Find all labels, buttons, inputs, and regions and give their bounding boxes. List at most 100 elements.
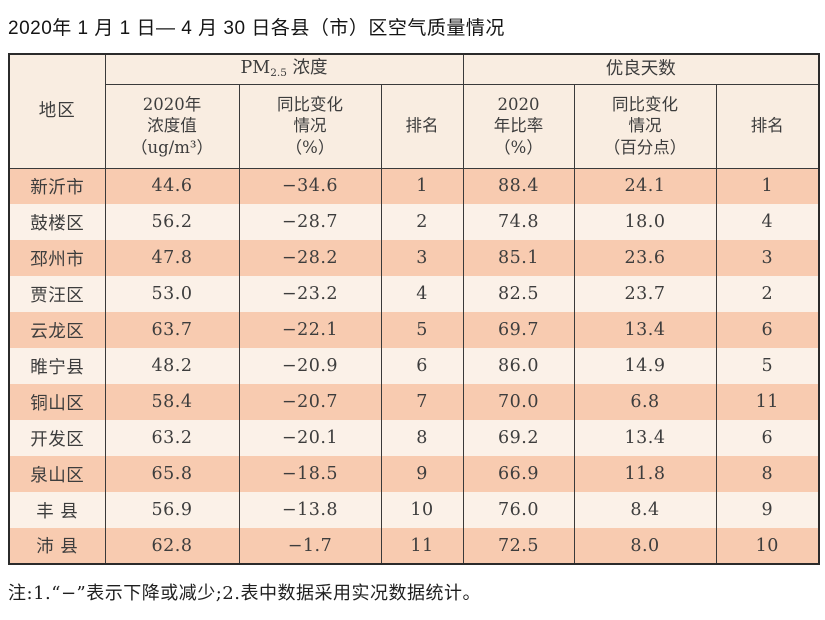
- cell-good-rank: 2: [715, 276, 820, 312]
- cell-good-change: 8.4: [573, 492, 717, 528]
- cell-pm-value: 58.4: [104, 384, 240, 420]
- cell-region: 邳州市: [8, 240, 106, 276]
- header-good-change-line1: 同比变化: [612, 94, 679, 114]
- cell-good-ratio: 85.1: [462, 240, 575, 276]
- cell-pm-value: 53.0: [104, 276, 240, 312]
- table-row: 贾汪区 53.0 −23.2 4 82.5 23.7 2: [8, 276, 820, 312]
- header-good-change-line2: 情况: [628, 116, 662, 136]
- cell-good-ratio: 66.9: [462, 456, 575, 492]
- cell-pm-rank: 3: [380, 240, 464, 276]
- table-row: 泉山区 65.8 −18.5 9 66.9 11.8 8: [8, 456, 820, 492]
- cell-good-rank: 11: [715, 384, 820, 420]
- cell-good-rank: 9: [715, 492, 820, 528]
- cell-pm-value: 47.8: [104, 240, 240, 276]
- page-title: 2020年 1 月 1 日— 4 月 30 日各县（市）区空气质量情况: [8, 18, 505, 39]
- header-pm-change-line3: （%）: [285, 137, 335, 157]
- table-row: 开发区 63.2 −20.1 8 69.2 13.4 6: [8, 420, 820, 456]
- table-row: 沛 县 62.8 −1.7 11 72.5 8.0 10: [8, 528, 820, 564]
- cell-pm-change: −13.8: [238, 492, 382, 528]
- cell-pm-rank: 9: [380, 456, 464, 492]
- table-row: 睢宁县 48.2 −20.9 6 86.0 14.9 5: [8, 348, 820, 384]
- cell-good-change: 23.7: [573, 276, 717, 312]
- header-good-ratio: 2020 年比率 （%）: [462, 83, 575, 169]
- table-row: 云龙区 63.7 −22.1 5 69.7 13.4 6: [8, 312, 820, 348]
- header-good-days-group: 优良天数: [462, 53, 820, 85]
- cell-region: 铜山区: [8, 384, 106, 420]
- cell-pm-value: 62.8: [104, 528, 240, 564]
- cell-good-ratio: 70.0: [462, 384, 575, 420]
- header-pm-value-line2: 浓度值: [147, 116, 197, 136]
- cell-region: 鼓楼区: [8, 204, 106, 240]
- cell-pm-change: −1.7: [238, 528, 382, 564]
- cell-good-ratio: 72.5: [462, 528, 575, 564]
- cell-region: 丰 县: [8, 492, 106, 528]
- cell-pm-change: −28.2: [238, 240, 382, 276]
- cell-good-change: 13.4: [573, 420, 717, 456]
- cell-good-ratio: 76.0: [462, 492, 575, 528]
- cell-good-ratio: 69.2: [462, 420, 575, 456]
- cell-region: 开发区: [8, 420, 106, 456]
- cell-pm-rank: 2: [380, 204, 464, 240]
- cell-pm-rank: 4: [380, 276, 464, 312]
- cell-pm-value: 63.7: [104, 312, 240, 348]
- header-pm25-group: PM2.5 浓度: [104, 53, 464, 85]
- cell-region: 泉山区: [8, 456, 106, 492]
- table-row: 新沂市 44.6 −34.6 1 88.4 24.1 1: [8, 168, 820, 204]
- header-pm-value: 2020年 浓度值 （ug/m³）: [104, 83, 240, 169]
- table-header: 地区 PM2.5 浓度 优良天数 2020年 浓度值 （ug/m³） 同比变化 …: [8, 53, 820, 169]
- cell-good-rank: 5: [715, 348, 820, 384]
- cell-pm-change: −34.6: [238, 168, 382, 204]
- header-good-ratio-line3: （%）: [494, 137, 543, 157]
- cell-pm-change: −23.2: [238, 276, 382, 312]
- header-good-ratio-line1: 2020: [497, 94, 540, 114]
- table-row: 铜山区 58.4 −20.7 7 70.0 6.8 11: [8, 384, 820, 420]
- header-good-rank: 排名: [715, 83, 820, 169]
- cell-good-rank: 6: [715, 420, 820, 456]
- header-pm-value-line3: （ug/m³）: [130, 137, 213, 157]
- cell-good-ratio: 74.8: [462, 204, 575, 240]
- cell-good-ratio: 88.4: [462, 168, 575, 204]
- header-good-change: 同比变化 情况 （百分点）: [573, 83, 717, 169]
- table-row: 丰 县 56.9 −13.8 10 76.0 8.4 9: [8, 492, 820, 528]
- cell-good-ratio: 82.5: [462, 276, 575, 312]
- cell-region: 沛 县: [8, 528, 106, 564]
- air-quality-table: 地区 PM2.5 浓度 优良天数 2020年 浓度值 （ug/m³） 同比变化 …: [8, 53, 821, 565]
- cell-pm-rank: 7: [380, 384, 464, 420]
- cell-pm-value: 56.9: [104, 492, 240, 528]
- header-good-ratio-line2: 年比率: [493, 116, 544, 136]
- cell-good-ratio: 86.0: [462, 348, 575, 384]
- header-pm-value-line1: 2020年: [142, 94, 202, 114]
- header-region: 地区: [8, 53, 106, 169]
- cell-pm-value: 56.2: [104, 204, 240, 240]
- cell-region: 云龙区: [8, 312, 106, 348]
- cell-pm-value: 44.6: [104, 168, 240, 204]
- table-row: 鼓楼区 56.2 −28.7 2 74.8 18.0 4: [8, 204, 820, 240]
- cell-good-change: 13.4: [573, 312, 717, 348]
- cell-good-rank: 1: [715, 168, 820, 204]
- footnote: 注:1.“−”表示下降或减少;2.表中数据采用实况数据统计。: [8, 583, 481, 604]
- cell-pm-rank: 10: [380, 492, 464, 528]
- cell-pm-rank: 1: [380, 168, 464, 204]
- cell-region: 贾汪区: [8, 276, 106, 312]
- cell-good-rank: 4: [715, 204, 820, 240]
- cell-good-rank: 8: [715, 456, 820, 492]
- cell-good-rank: 3: [715, 240, 820, 276]
- cell-pm-value: 63.2: [104, 420, 240, 456]
- cell-pm-rank: 6: [380, 348, 464, 384]
- cell-good-change: 23.6: [573, 240, 717, 276]
- cell-pm-rank: 11: [380, 528, 464, 564]
- cell-good-change: 8.0: [573, 528, 717, 564]
- cell-good-change: 18.0: [573, 204, 717, 240]
- cell-region: 睢宁县: [8, 348, 106, 384]
- cell-region: 新沂市: [8, 168, 106, 204]
- cell-good-rank: 6: [715, 312, 820, 348]
- table-body: 新沂市 44.6 −34.6 1 88.4 24.1 1 鼓楼区 56.2 −28.7 2 74.8 1…: [8, 168, 820, 564]
- cell-pm-change: −20.7: [238, 384, 382, 420]
- pm25-subscript: 2.5: [270, 67, 287, 80]
- cell-good-change: 24.1: [573, 168, 717, 204]
- cell-good-change: 14.9: [573, 348, 717, 384]
- cell-pm-rank: 8: [380, 420, 464, 456]
- cell-good-change: 11.8: [573, 456, 717, 492]
- cell-pm-value: 65.8: [104, 456, 240, 492]
- header-pm-change: 同比变化 情况 （%）: [238, 83, 382, 169]
